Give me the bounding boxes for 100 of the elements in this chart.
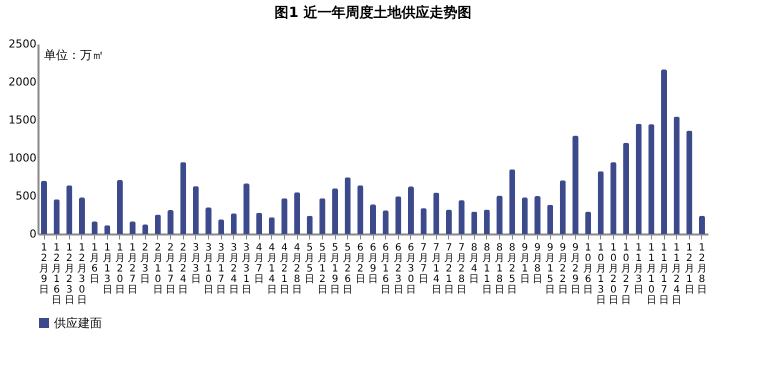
bar (686, 130, 692, 234)
y-tick-label: 0 (30, 228, 36, 240)
bar (243, 183, 250, 234)
x-tick-label: 3月10日 (204, 242, 214, 296)
x-tick-label: 4月14日 (266, 242, 277, 296)
x-tick-label: 6月2日 (355, 242, 366, 285)
bar (534, 196, 540, 234)
x-tick-label: 11月3日 (634, 242, 644, 296)
x-tick-label: 1月6日 (90, 242, 100, 285)
x-tick-label: 2月3日 (140, 242, 150, 285)
bar (382, 210, 389, 234)
x-tick-label: 4月7日 (254, 242, 264, 285)
bar (395, 196, 402, 234)
bar (230, 213, 237, 234)
bar (560, 180, 566, 234)
x-tick-label: 9月1日 (520, 242, 530, 285)
x-tick-label: 10月20日 (608, 242, 618, 306)
x-tick-label: 12月16日 (52, 242, 62, 306)
x-tick-label: 4月28日 (292, 242, 302, 296)
bar (319, 198, 326, 234)
bar (192, 186, 199, 234)
chart-title: 图1 近一年周度土地供应走势图 (274, 4, 472, 21)
x-tick-label: 10月13日 (596, 242, 606, 306)
bar (54, 199, 60, 234)
y-tick-label: 1000 (8, 152, 36, 164)
x-tick-label: 10月27日 (621, 242, 632, 306)
bar (66, 185, 72, 234)
x-tick-label: 6月30日 (406, 242, 416, 296)
x-tick-label: 6月16日 (380, 242, 391, 296)
bar (344, 177, 351, 234)
y-tick-label: 2500 (8, 38, 36, 50)
x-tick-label: 1月13日 (102, 242, 112, 296)
y-tick-label: 500 (16, 190, 36, 202)
x-tick-label: 5月26日 (342, 242, 353, 296)
x-tick-label: 9月15日 (545, 242, 556, 296)
x-tick-label: 11月10日 (646, 242, 656, 306)
x-tick-label: 11月17日 (659, 242, 670, 306)
x-tick-label: 6月23日 (393, 242, 404, 296)
bar (598, 171, 604, 234)
bar (458, 200, 465, 234)
bar (168, 210, 174, 234)
bar (408, 186, 414, 234)
bar (522, 198, 528, 234)
x-tick-label: 3月31日 (241, 242, 252, 296)
legend-label: 供应建面 (54, 316, 102, 330)
bar (294, 192, 300, 234)
bar (433, 192, 440, 234)
x-tick-label: 7月28日 (456, 242, 467, 296)
x-tick-label: 7月7日 (418, 242, 429, 285)
x-tick-label: 3月24日 (228, 242, 239, 296)
x-tick-label: 9月8日 (532, 242, 542, 285)
annotation: 单位：万㎡ (44, 48, 104, 62)
bar (332, 188, 338, 234)
bar (116, 180, 123, 234)
x-tick-label: 9月29日 (570, 242, 580, 296)
x-tick-label: 8月18日 (494, 242, 505, 296)
bar (636, 124, 642, 234)
bar (509, 169, 516, 234)
bar (78, 198, 85, 234)
bar (496, 196, 503, 234)
x-tick-label: 2月17日 (166, 242, 176, 296)
x-tick-label: 2月24日 (178, 242, 188, 296)
bar (610, 162, 616, 234)
x-tick-label: 6月9日 (368, 242, 378, 285)
bar (41, 180, 48, 234)
x-tick-label: 8月4日 (469, 242, 480, 285)
x-tick-label: 5月12日 (317, 242, 328, 296)
x-tick-label: 3月3日 (190, 242, 201, 285)
x-tick-label: 2月10日 (152, 242, 163, 296)
x-tick-label: 1月27日 (128, 242, 138, 296)
bar (281, 198, 288, 234)
x-tick-label: 12月9日 (39, 242, 50, 296)
x-tick-label: 12月30日 (76, 242, 87, 306)
x-tick-label: 4月21日 (279, 242, 290, 296)
bar (370, 204, 376, 234)
x-tick-label: 1月20日 (114, 242, 125, 296)
x-tick-label: 7月14日 (431, 242, 442, 296)
x-tick-label: 5月19日 (330, 242, 340, 296)
x-tick-label: 7月21日 (444, 242, 454, 296)
x-tick-label: 12月23日 (64, 242, 74, 306)
x-tick-label: 12月8日 (696, 242, 707, 296)
bar (674, 116, 680, 234)
x-tick-label: 5月5日 (304, 242, 315, 285)
x-tick-label: 3月17日 (216, 242, 226, 296)
bar (547, 204, 554, 234)
bar (206, 207, 212, 234)
bar (357, 185, 364, 234)
x-tick-label: 10月6日 (583, 242, 594, 296)
y-tick-label: 1500 (8, 114, 36, 126)
bar (572, 136, 578, 234)
bar (623, 142, 630, 234)
x-tick-label: 9月22日 (558, 242, 568, 296)
x-tick-label: 8月11日 (482, 242, 492, 296)
bar (180, 162, 186, 234)
y-tick-label: 2000 (8, 76, 36, 88)
bar (648, 124, 654, 234)
bar (661, 69, 668, 234)
x-tick-label: 11月24日 (672, 242, 682, 306)
x-tick-label: 12月1日 (684, 242, 694, 296)
x-tick-label: 8月25日 (507, 242, 518, 296)
